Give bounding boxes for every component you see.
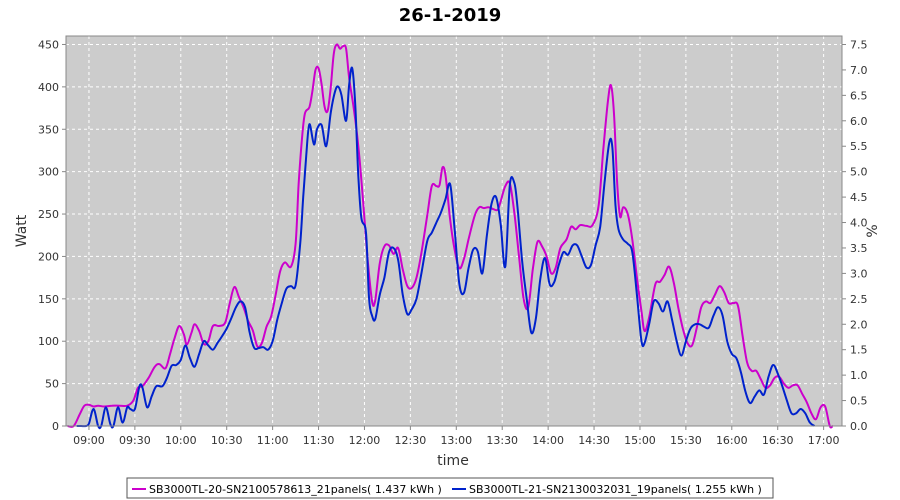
y2-tick-label: 4.0 [850, 217, 868, 230]
x-tick-label: 15:30 [670, 434, 702, 447]
legend-label-1: SB3000TL-20-SN2100578613_21panels( 1.437… [149, 483, 442, 496]
chart-title: 26-1-2019 [399, 5, 502, 26]
x-tick-label: 15:00 [624, 434, 656, 447]
x-tick-label: 13:30 [486, 434, 518, 447]
y-tick-label: 300 [38, 166, 59, 179]
x-tick-label: 14:30 [578, 434, 610, 447]
y2-tick-label: 3.0 [850, 267, 868, 280]
y-tick-label: 400 [38, 81, 59, 94]
legend-box [126, 477, 774, 499]
y2-tick-label: 7.5 [850, 38, 868, 51]
x-tick-label: 16:00 [716, 434, 748, 447]
x-tick-label: 10:30 [211, 434, 243, 447]
x-tick-label: 11:30 [303, 434, 335, 447]
x-tick-label: 09:30 [119, 434, 151, 447]
y-tick-label: 50 [45, 378, 59, 391]
y-tick-label: 100 [38, 335, 59, 348]
y2-tick-label: 7.0 [850, 64, 868, 77]
x-axis-title: time [437, 453, 469, 469]
y2-tick-label: 2.0 [850, 318, 868, 331]
y2-tick-label: 6.5 [850, 89, 868, 102]
x-tick-label: 12:00 [349, 434, 381, 447]
grid [66, 36, 842, 426]
y-tick-label: 150 [38, 293, 59, 306]
x-tick-label: 17:00 [808, 434, 840, 447]
x-tick-label: 09:00 [73, 434, 105, 447]
y-axis-title: Watt [14, 214, 30, 247]
y2-tick-label: 2.5 [850, 293, 868, 306]
x-tick-label: 16:30 [762, 434, 794, 447]
y2-tick-label: 5.5 [850, 140, 868, 153]
y2-tick-label: 0.0 [850, 420, 868, 433]
y-tick-label: 0 [52, 420, 59, 433]
x-tick-label: 14:00 [532, 434, 564, 447]
series-line-1 [67, 43, 834, 429]
y-tick-label: 350 [38, 123, 59, 136]
y2-axis-title: % [865, 224, 881, 237]
y2-tick-label: 5.0 [850, 166, 868, 179]
y-tick-label: 200 [38, 250, 59, 263]
y2-tick-label: 4.5 [850, 191, 868, 204]
legend: SB3000TL-20-SN2100578613_21panels( 1.437… [126, 477, 774, 499]
x-tick-label: 12:30 [395, 434, 427, 447]
plot-border [65, 35, 843, 427]
y-tick-label: 450 [38, 38, 59, 51]
x-tick-label: 11:00 [257, 434, 289, 447]
series-line-2 [76, 66, 816, 430]
y2-tick-label: 0.5 [850, 395, 868, 408]
y2-tick-label: 1.0 [850, 369, 868, 382]
legend-label-2: SB3000TL-21-SN2130032031_19panels( 1.255… [469, 483, 762, 496]
x-tick-label: 10:00 [165, 434, 197, 447]
y2-tick-label: 6.0 [850, 115, 868, 128]
y2-tick-label: 1.5 [850, 344, 868, 357]
y2-tick-label: 3.5 [850, 242, 868, 255]
y-tick-label: 250 [38, 208, 59, 221]
x-tick-label: 13:00 [440, 434, 472, 447]
